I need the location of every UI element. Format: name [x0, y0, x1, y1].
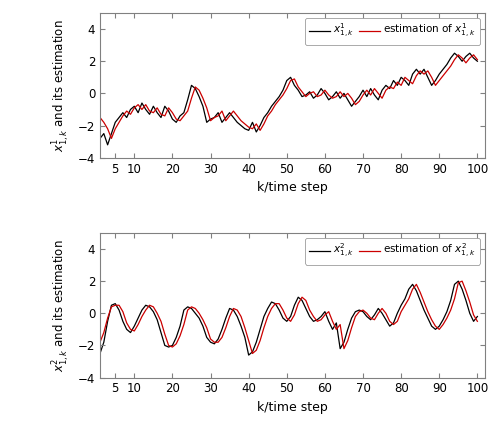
- $x^1_{1,k}$: [97, 136, 103, 141]
- $x^1_{1,k}$: [173, 120, 179, 125]
- $x^2_{1,k}$: [456, 279, 462, 284]
- $x^2_{1,k}$: [97, 351, 103, 356]
- estimation of $x^1_{1,k}$: [463, 60, 469, 66]
- Legend: $x^1_{1,k}$, estimation of $x^1_{1,k}$: $x^1_{1,k}$, estimation of $x^1_{1,k}$: [304, 18, 480, 45]
- $x^1_{1,k}$: [463, 54, 469, 59]
- estimation of $x^2_{1,k}$: [448, 307, 454, 312]
- estimation of $x^2_{1,k}$: [463, 288, 469, 293]
- $x^2_{1,k}$: [170, 343, 175, 348]
- estimation of $x^2_{1,k}$: [459, 279, 465, 284]
- $x^1_{1,k}$: [452, 51, 458, 56]
- estimation of $x^1_{1,k}$: [295, 84, 301, 89]
- estimation of $x^1_{1,k}$: [108, 136, 114, 141]
- estimation of $x^2_{1,k}$: [97, 340, 103, 345]
- estimation of $x^1_{1,k}$: [97, 115, 103, 120]
- $x^2_{1,k}$: [474, 314, 480, 319]
- estimation of $x^2_{1,k}$: [295, 301, 301, 306]
- estimation of $x^1_{1,k}$: [474, 57, 480, 62]
- $x^1_{1,k}$: [474, 59, 480, 64]
- Legend: $x^2_{1,k}$, estimation of $x^2_{1,k}$: $x^2_{1,k}$, estimation of $x^2_{1,k}$: [304, 238, 480, 265]
- $x^1_{1,k}$: [448, 56, 454, 61]
- $x^2_{1,k}$: [246, 352, 252, 358]
- $x^2_{1,k}$: [448, 298, 454, 303]
- $x^1_{1,k}$: [188, 83, 194, 88]
- estimation of $x^1_{1,k}$: [448, 63, 454, 69]
- $x^1_{1,k}$: [295, 88, 301, 93]
- Y-axis label: $x^2_{1,k}$ and its estimation: $x^2_{1,k}$ and its estimation: [50, 239, 72, 372]
- estimation of $x^2_{1,k}$: [250, 351, 256, 356]
- X-axis label: k/time step: k/time step: [257, 401, 328, 414]
- $x^2_{1,k}$: [463, 298, 469, 303]
- estimation of $x^2_{1,k}$: [170, 345, 175, 350]
- $x^1_{1,k}$: [104, 142, 110, 148]
- estimation of $x^1_{1,k}$: [326, 92, 332, 98]
- estimation of $x^2_{1,k}$: [474, 319, 480, 324]
- $x^2_{1,k}$: [326, 319, 332, 324]
- Line: $x^1_{1,k}$: $x^1_{1,k}$: [100, 53, 477, 145]
- estimation of $x^1_{1,k}$: [188, 95, 194, 101]
- estimation of $x^1_{1,k}$: [456, 52, 462, 57]
- estimation of $x^2_{1,k}$: [326, 309, 332, 314]
- X-axis label: k/time step: k/time step: [257, 181, 328, 194]
- $x^1_{1,k}$: [326, 97, 332, 102]
- Line: estimation of $x^1_{1,k}$: estimation of $x^1_{1,k}$: [100, 55, 477, 138]
- Line: estimation of $x^2_{1,k}$: estimation of $x^2_{1,k}$: [100, 281, 477, 353]
- Y-axis label: $x^1_{1,k}$ and its estimation: $x^1_{1,k}$ and its estimation: [50, 19, 72, 151]
- $x^2_{1,k}$: [295, 295, 301, 300]
- Line: $x^2_{1,k}$: $x^2_{1,k}$: [100, 281, 477, 355]
- $x^2_{1,k}$: [184, 304, 190, 309]
- estimation of $x^1_{1,k}$: [173, 116, 179, 122]
- estimation of $x^2_{1,k}$: [184, 307, 190, 312]
